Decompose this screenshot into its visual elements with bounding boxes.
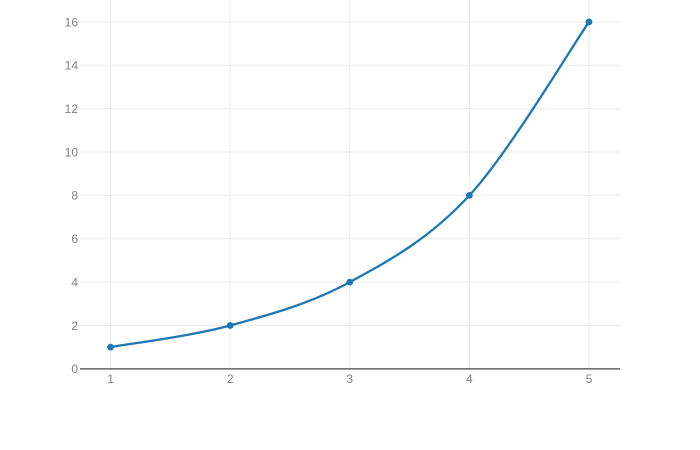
svg-text:5: 5 (586, 372, 593, 386)
svg-text:16: 16 (65, 15, 79, 29)
svg-text:14: 14 (65, 59, 79, 73)
svg-text:2: 2 (71, 319, 78, 333)
svg-text:10: 10 (65, 145, 79, 159)
svg-text:4: 4 (71, 275, 78, 289)
svg-text:12: 12 (65, 102, 79, 116)
svg-text:0: 0 (71, 362, 78, 376)
svg-text:8: 8 (71, 189, 78, 203)
svg-text:3: 3 (346, 372, 353, 386)
svg-text:4: 4 (466, 372, 473, 386)
svg-text:2: 2 (227, 372, 234, 386)
svg-text:6: 6 (71, 232, 78, 246)
svg-text:1: 1 (107, 372, 114, 386)
